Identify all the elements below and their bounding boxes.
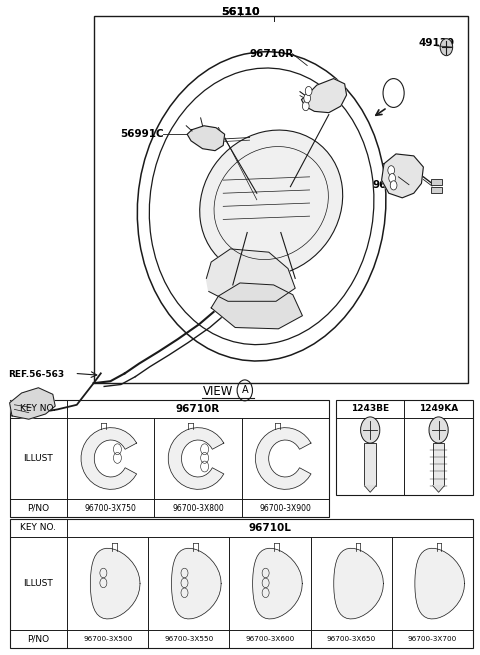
Text: 96700-3X700: 96700-3X700 (408, 636, 457, 643)
Bar (433, 443, 444, 486)
Circle shape (305, 86, 312, 96)
Text: 96710L: 96710L (249, 523, 291, 533)
Circle shape (302, 102, 309, 111)
Polygon shape (364, 486, 376, 493)
Polygon shape (171, 548, 221, 619)
Text: 56991C: 56991C (120, 129, 163, 140)
Text: P/NO: P/NO (27, 504, 49, 513)
Bar (431, 179, 442, 185)
Polygon shape (168, 428, 224, 489)
Text: REF.56-563: REF.56-563 (8, 370, 64, 379)
Bar (10, 400, 329, 517)
Circle shape (360, 417, 380, 443)
Polygon shape (211, 283, 302, 329)
Text: VIEW: VIEW (203, 384, 234, 398)
Text: 96700-3X900: 96700-3X900 (259, 504, 311, 513)
Text: KEY NO.: KEY NO. (20, 404, 57, 413)
Bar (10, 519, 473, 648)
Polygon shape (252, 548, 302, 619)
Polygon shape (301, 79, 347, 113)
Ellipse shape (149, 68, 374, 345)
Text: 96700-3X650: 96700-3X650 (326, 636, 376, 643)
Polygon shape (81, 428, 137, 489)
Text: 96700-3X550: 96700-3X550 (164, 636, 214, 643)
Text: ILLUST: ILLUST (24, 454, 53, 463)
Text: KEY NO.: KEY NO. (20, 523, 57, 533)
Circle shape (304, 94, 311, 103)
Text: 96710R: 96710R (249, 48, 293, 59)
Circle shape (429, 417, 448, 443)
Text: 49139: 49139 (419, 37, 455, 48)
Text: 56110: 56110 (221, 7, 259, 17)
Ellipse shape (200, 130, 343, 276)
Polygon shape (433, 486, 444, 493)
Circle shape (390, 181, 397, 190)
Circle shape (388, 166, 395, 175)
Text: 96700-3X500: 96700-3X500 (83, 636, 132, 643)
Text: P/NO: P/NO (27, 635, 49, 644)
Circle shape (440, 39, 453, 56)
Polygon shape (206, 249, 295, 301)
Polygon shape (10, 388, 55, 419)
Text: 1243BE: 1243BE (351, 404, 389, 413)
Circle shape (383, 79, 404, 107)
Text: 56110: 56110 (221, 7, 259, 17)
Text: 96710R: 96710R (176, 403, 220, 414)
Polygon shape (90, 548, 140, 619)
Text: 96710L: 96710L (372, 179, 415, 190)
Bar (336, 400, 473, 495)
Bar (364, 443, 376, 486)
Polygon shape (255, 428, 311, 489)
Text: 96700-3X750: 96700-3X750 (85, 504, 137, 513)
Circle shape (389, 174, 396, 183)
Text: A: A (390, 88, 397, 98)
Polygon shape (187, 126, 225, 151)
Text: 96700-3X600: 96700-3X600 (245, 636, 295, 643)
Polygon shape (382, 154, 423, 198)
Text: 1249KA: 1249KA (419, 404, 458, 413)
Polygon shape (415, 548, 465, 619)
Text: ILLUST: ILLUST (24, 579, 53, 588)
Text: 96700-3X800: 96700-3X800 (172, 504, 224, 513)
Polygon shape (334, 548, 384, 619)
Bar (431, 187, 442, 193)
Bar (94, 16, 468, 383)
Text: A: A (241, 385, 248, 396)
